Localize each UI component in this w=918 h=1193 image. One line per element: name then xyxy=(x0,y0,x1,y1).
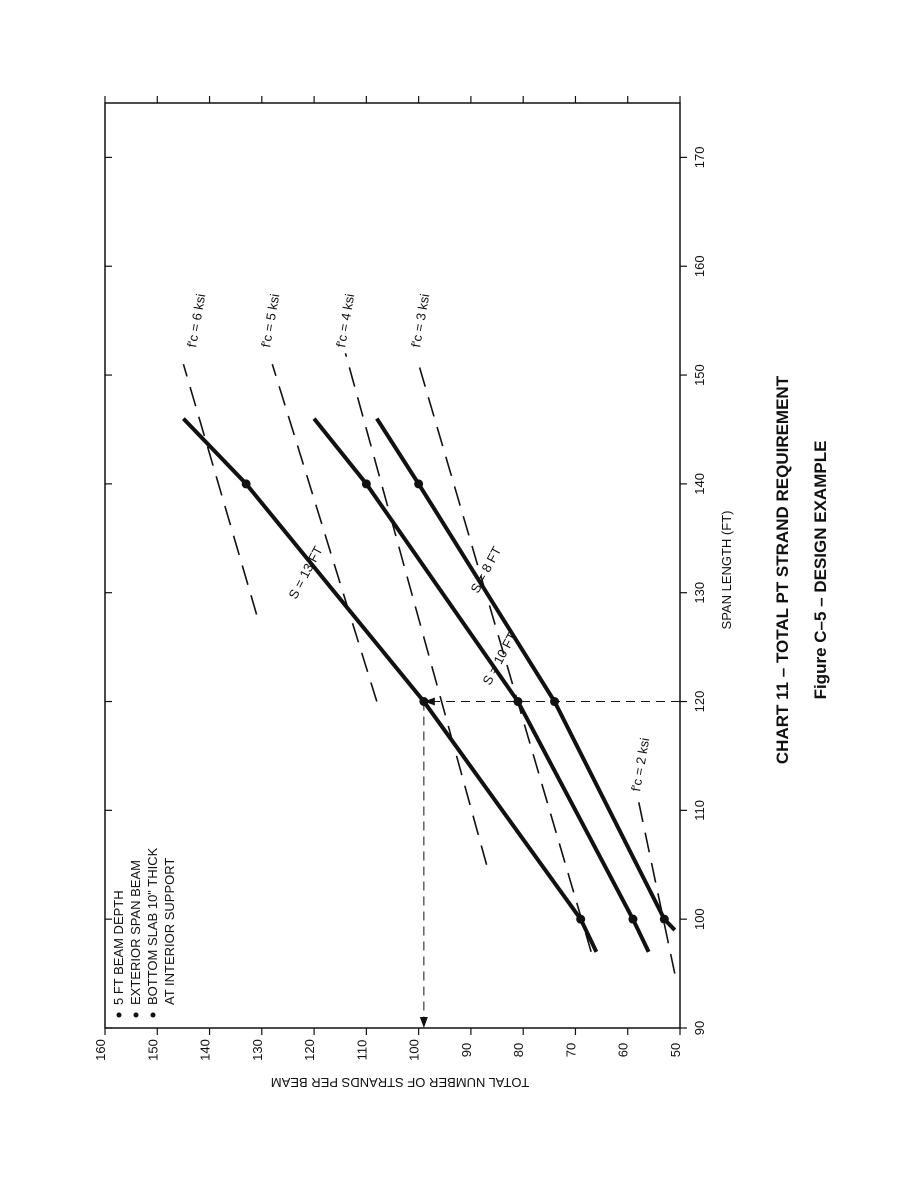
note-bullet xyxy=(133,1012,139,1018)
note-bullet xyxy=(150,1012,156,1018)
y-tick-label: 60 xyxy=(616,1043,631,1057)
y-tick-label: 100 xyxy=(407,1039,422,1061)
y-tick-label: 110 xyxy=(354,1040,369,1061)
y-tick-label: 120 xyxy=(302,1039,317,1061)
point xyxy=(241,479,251,489)
x-tick-label: 100 xyxy=(692,908,707,930)
plot-frame xyxy=(104,102,681,1029)
x-tick-label: 120 xyxy=(692,691,707,713)
point xyxy=(628,914,638,924)
dashed-line xyxy=(271,363,378,702)
dashed-line xyxy=(182,363,258,615)
y-tick-label: 140 xyxy=(198,1039,213,1061)
x-tick-label: 90 xyxy=(692,1021,707,1035)
point xyxy=(414,479,424,489)
x-tick-label: 160 xyxy=(692,255,707,277)
x-tick-label: 110 xyxy=(692,800,707,821)
point xyxy=(550,697,560,707)
dashed-line xyxy=(344,353,488,865)
note: EXTERIOR SPAN BEAM xyxy=(128,860,143,1005)
x-axis-title: SPAN LENGTH (FT) xyxy=(719,511,734,630)
y-tick-label: 150 xyxy=(145,1039,160,1061)
chart-title: CHART 11 – TOTAL PT STRAND REQUIREMENT xyxy=(773,375,792,764)
chart-subtitle: Figure C–5 – DESIGN EXAMPLE xyxy=(811,441,830,700)
point xyxy=(361,479,371,489)
y-tick-label: 80 xyxy=(511,1043,526,1057)
note: BOTTOM SLAB 10" THICK xyxy=(145,847,160,1005)
y-tick-label: 130 xyxy=(250,1039,265,1061)
point xyxy=(419,697,429,707)
y-tick-label: 160 xyxy=(93,1039,108,1061)
guide-arrow xyxy=(419,1017,428,1028)
point xyxy=(659,914,669,924)
y-axis-title: TOTAL NUMBER OF STRANDS PER BEAM xyxy=(271,1075,529,1090)
note: AT INTERIOR SUPPORT xyxy=(162,858,177,1005)
y-tick-label: 70 xyxy=(563,1043,578,1057)
x-tick-label: 130 xyxy=(692,582,707,604)
x-tick-label: 140 xyxy=(692,473,707,495)
x-tick-label: 150 xyxy=(692,364,707,386)
note: 5 FT BEAM DEPTH xyxy=(111,890,126,1005)
dashed-line xyxy=(417,363,592,953)
y-tick-label: 90 xyxy=(459,1043,474,1057)
y-tick-label: 50 xyxy=(668,1043,683,1057)
guide-arrow xyxy=(423,697,435,706)
x-tick-label: 170 xyxy=(692,147,707,169)
note-bullet xyxy=(116,1012,122,1018)
